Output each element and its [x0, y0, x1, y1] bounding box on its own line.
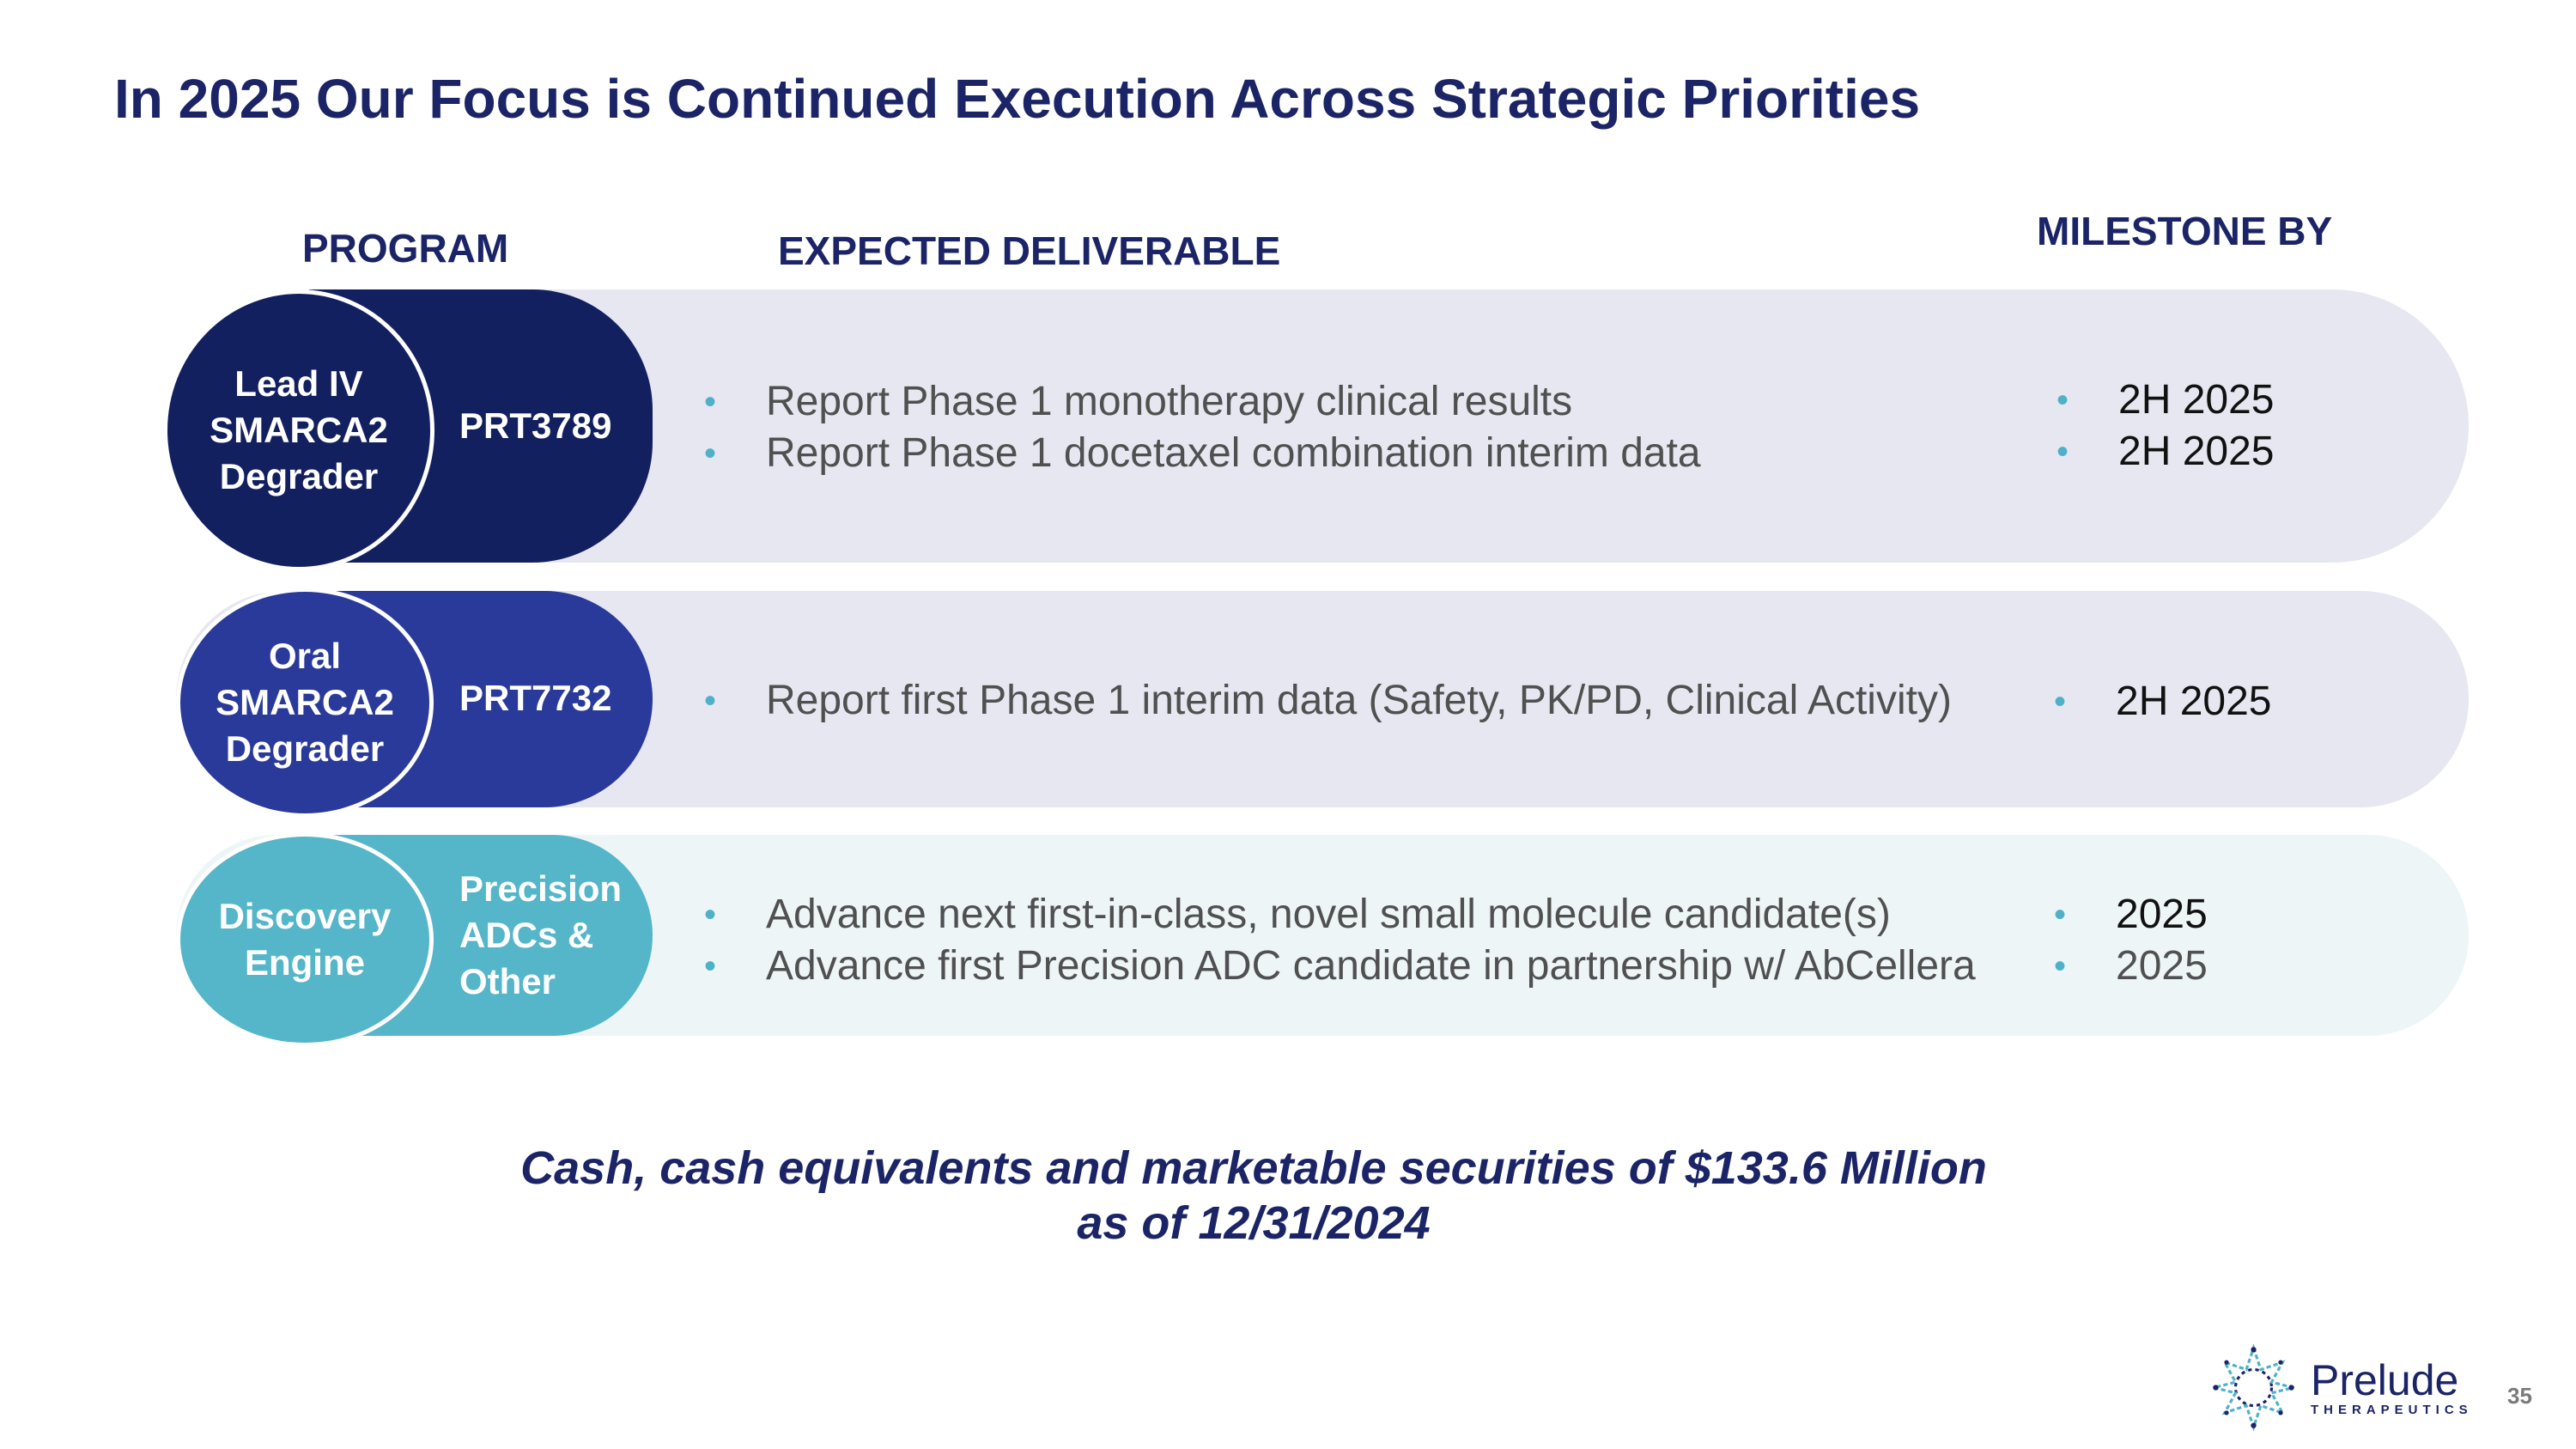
- cash-line-1: Cash, cash equivalents and marketable se…: [520, 1142, 1987, 1194]
- deliverable-list-3: Advance next first-in-class, novel small…: [704, 889, 1976, 992]
- category-label-1-line1: Lead IV: [234, 363, 363, 404]
- category-oval-3: Discovery Engine: [176, 832, 434, 1047]
- deliverable-list-2: Report first Phase 1 interim data (Safet…: [704, 675, 1952, 727]
- deliverable-item: Advance first Precision ADC candidate in…: [704, 941, 1976, 992]
- category-oval-1: Lead IV SMARCA2 Degrader: [163, 289, 434, 571]
- milestone-list-3: 2025 2025: [2054, 889, 2208, 992]
- category-label-1-line3: Degrader: [219, 456, 379, 496]
- milestone-list-1: 2H 2025 2H 2025: [2057, 374, 2274, 478]
- deliverable-item: Advance next first-in-class, novel small…: [704, 889, 1976, 941]
- program-label-2-line1: PRT7732: [459, 678, 612, 718]
- deliverable-item: Report Phase 1 monotherapy clinical resu…: [704, 376, 1701, 428]
- milestone-item: 2025: [2054, 889, 2208, 941]
- prelude-logo: Prelude THERAPEUTICS: [2208, 1342, 2473, 1433]
- program-label-3-line3: Other: [459, 961, 556, 1002]
- program-label-3-line1: Precision: [459, 868, 623, 909]
- deliverable-list-1: Report Phase 1 monotherapy clinical resu…: [704, 376, 1701, 479]
- program-label-1-line1: PRT3789: [459, 405, 612, 446]
- category-label-1-line2: SMARCA2: [210, 410, 388, 450]
- header-milestone: MILESTONE BY: [2037, 209, 2333, 253]
- program-label-3-line2: ADCs &: [459, 915, 594, 955]
- milestone-item: 2H 2025: [2057, 374, 2274, 426]
- milestone-item: 2025: [2054, 941, 2208, 992]
- milestone-list-2: 2H 2025: [2054, 676, 2271, 728]
- prelude-star-icon: [2213, 1343, 2294, 1432]
- logo-name: Prelude: [2311, 1356, 2459, 1404]
- category-label-3-line1: Discovery: [218, 896, 392, 936]
- deliverable-item: Report Phase 1 docetaxel combination int…: [704, 428, 1701, 479]
- logo-subtitle: THERAPEUTICS: [2311, 1403, 2473, 1417]
- category-oval-2: Oral SMARCA2 Degrader: [176, 588, 434, 818]
- category-label-2-line3: Degrader: [225, 728, 385, 769]
- deliverable-item: Report first Phase 1 interim data (Safet…: [704, 675, 1952, 727]
- page-title: In 2025 Our Focus is Continued Execution…: [114, 68, 1921, 130]
- page-number: 35: [2507, 1383, 2532, 1409]
- category-label-2-line2: SMARCA2: [216, 682, 394, 722]
- cash-line-2: as of 12/31/2024: [1077, 1197, 1431, 1249]
- header-program: PROGRAM: [302, 226, 509, 271]
- milestone-item: 2H 2025: [2054, 676, 2271, 728]
- milestone-item: 2H 2025: [2057, 426, 2274, 478]
- cash-statement: Cash, cash equivalents and marketable se…: [0, 1141, 2507, 1251]
- header-deliverable: EXPECTED DELIVERABLE: [778, 228, 1281, 273]
- category-label-3-line2: Engine: [244, 942, 365, 983]
- category-label-2-line1: Oral: [268, 636, 342, 676]
- program-label-3: Precision ADCs & Other: [459, 866, 622, 1005]
